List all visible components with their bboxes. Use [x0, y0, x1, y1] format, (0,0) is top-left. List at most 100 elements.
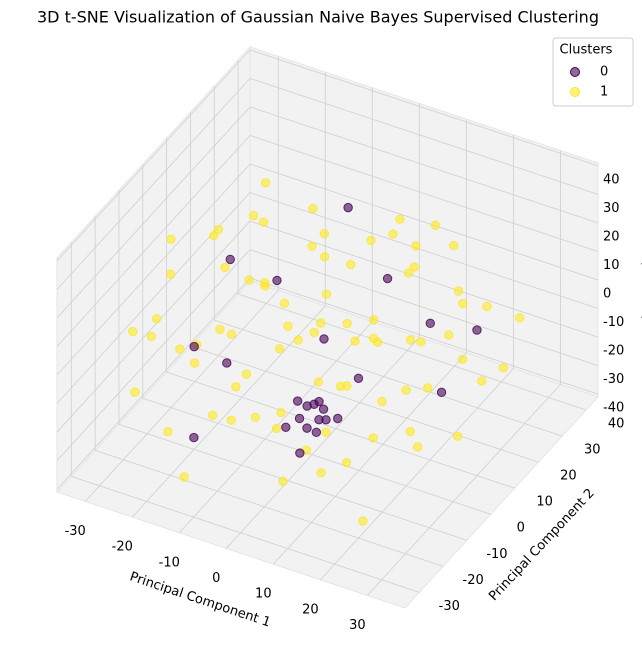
point — [342, 318, 352, 329]
point — [377, 396, 387, 407]
point — [302, 423, 312, 433]
point — [272, 275, 282, 286]
point — [165, 269, 176, 279]
point — [226, 415, 236, 425]
z-tick-label: -30 — [603, 372, 624, 387]
grid-line — [237, 293, 587, 411]
point — [307, 241, 317, 252]
point — [278, 476, 288, 486]
point — [189, 358, 200, 368]
point — [250, 412, 261, 422]
grid-line — [190, 345, 539, 463]
grid-line — [214, 319, 563, 437]
point — [189, 432, 199, 443]
point — [189, 341, 199, 352]
x-tick-label: -30 — [65, 524, 86, 539]
point — [208, 230, 219, 241]
point — [215, 324, 225, 335]
point — [346, 259, 356, 270]
grid-line — [367, 384, 561, 596]
grid-line — [249, 249, 599, 366]
point — [130, 387, 140, 397]
point — [350, 336, 360, 346]
x-tick-label: 30 — [349, 618, 366, 633]
point — [453, 286, 464, 296]
grid-line — [273, 352, 467, 565]
x-axis-label: Principal Component 1 — [128, 570, 273, 631]
point — [411, 241, 421, 251]
point — [423, 383, 433, 393]
point — [313, 377, 324, 387]
grid-line — [56, 249, 251, 461]
point — [225, 254, 235, 265]
x-tick-label: 0 — [212, 571, 220, 586]
point — [425, 318, 435, 329]
z-tick-label: 0 — [603, 287, 611, 302]
point — [366, 235, 376, 246]
point — [146, 331, 157, 342]
point — [258, 217, 269, 227]
grid-line — [118, 423, 468, 541]
point — [220, 262, 230, 273]
point — [244, 275, 254, 285]
grid-line — [249, 192, 599, 309]
point — [403, 268, 414, 278]
point — [388, 229, 398, 239]
point — [308, 203, 318, 214]
y-tick-label: 10 — [536, 495, 553, 510]
grid-line — [131, 305, 326, 518]
legend: Clusters — [552, 37, 634, 107]
point — [482, 301, 492, 312]
z-axis-label: Principal Component 3 — [641, 226, 642, 373]
y-tick-label: -30 — [439, 599, 460, 614]
point — [309, 399, 319, 409]
point — [449, 240, 459, 251]
point — [452, 431, 463, 441]
point — [316, 468, 326, 478]
point — [179, 472, 189, 482]
z-tick-label: -40 — [603, 401, 624, 416]
grid-line — [56, 135, 251, 347]
point — [321, 289, 332, 299]
point — [405, 426, 415, 437]
grid-line — [56, 78, 251, 290]
point — [401, 385, 411, 395]
grid-line — [56, 277, 251, 490]
y-tick-label: 40 — [608, 417, 625, 432]
point — [369, 315, 379, 325]
point — [279, 298, 290, 308]
point — [319, 334, 329, 344]
grid-line — [71, 475, 420, 593]
z-tick-label: -10 — [603, 315, 624, 330]
point — [444, 330, 454, 340]
grid-line — [56, 106, 251, 319]
point — [175, 344, 185, 354]
point — [413, 442, 423, 452]
grid-line — [320, 368, 514, 581]
point — [341, 457, 352, 468]
point — [151, 314, 162, 324]
grid-line — [56, 220, 251, 433]
point — [260, 281, 270, 291]
z-tick-label: 40 — [603, 172, 620, 187]
point — [409, 262, 419, 272]
point — [309, 327, 319, 338]
x-tick-label: 20 — [302, 602, 319, 617]
point — [222, 358, 232, 368]
point — [436, 387, 447, 398]
point — [294, 413, 305, 424]
legend-marker — [570, 87, 580, 97]
z-tick-label: 30 — [603, 201, 620, 216]
point — [281, 422, 291, 433]
point — [430, 220, 440, 231]
y-tick-label: 30 — [584, 443, 601, 458]
point — [416, 337, 426, 347]
grid-line — [84, 290, 279, 502]
point — [166, 234, 176, 244]
point — [319, 228, 330, 239]
point — [241, 369, 252, 379]
point — [514, 313, 525, 323]
point — [335, 381, 346, 391]
point — [231, 382, 241, 392]
point — [271, 423, 282, 434]
